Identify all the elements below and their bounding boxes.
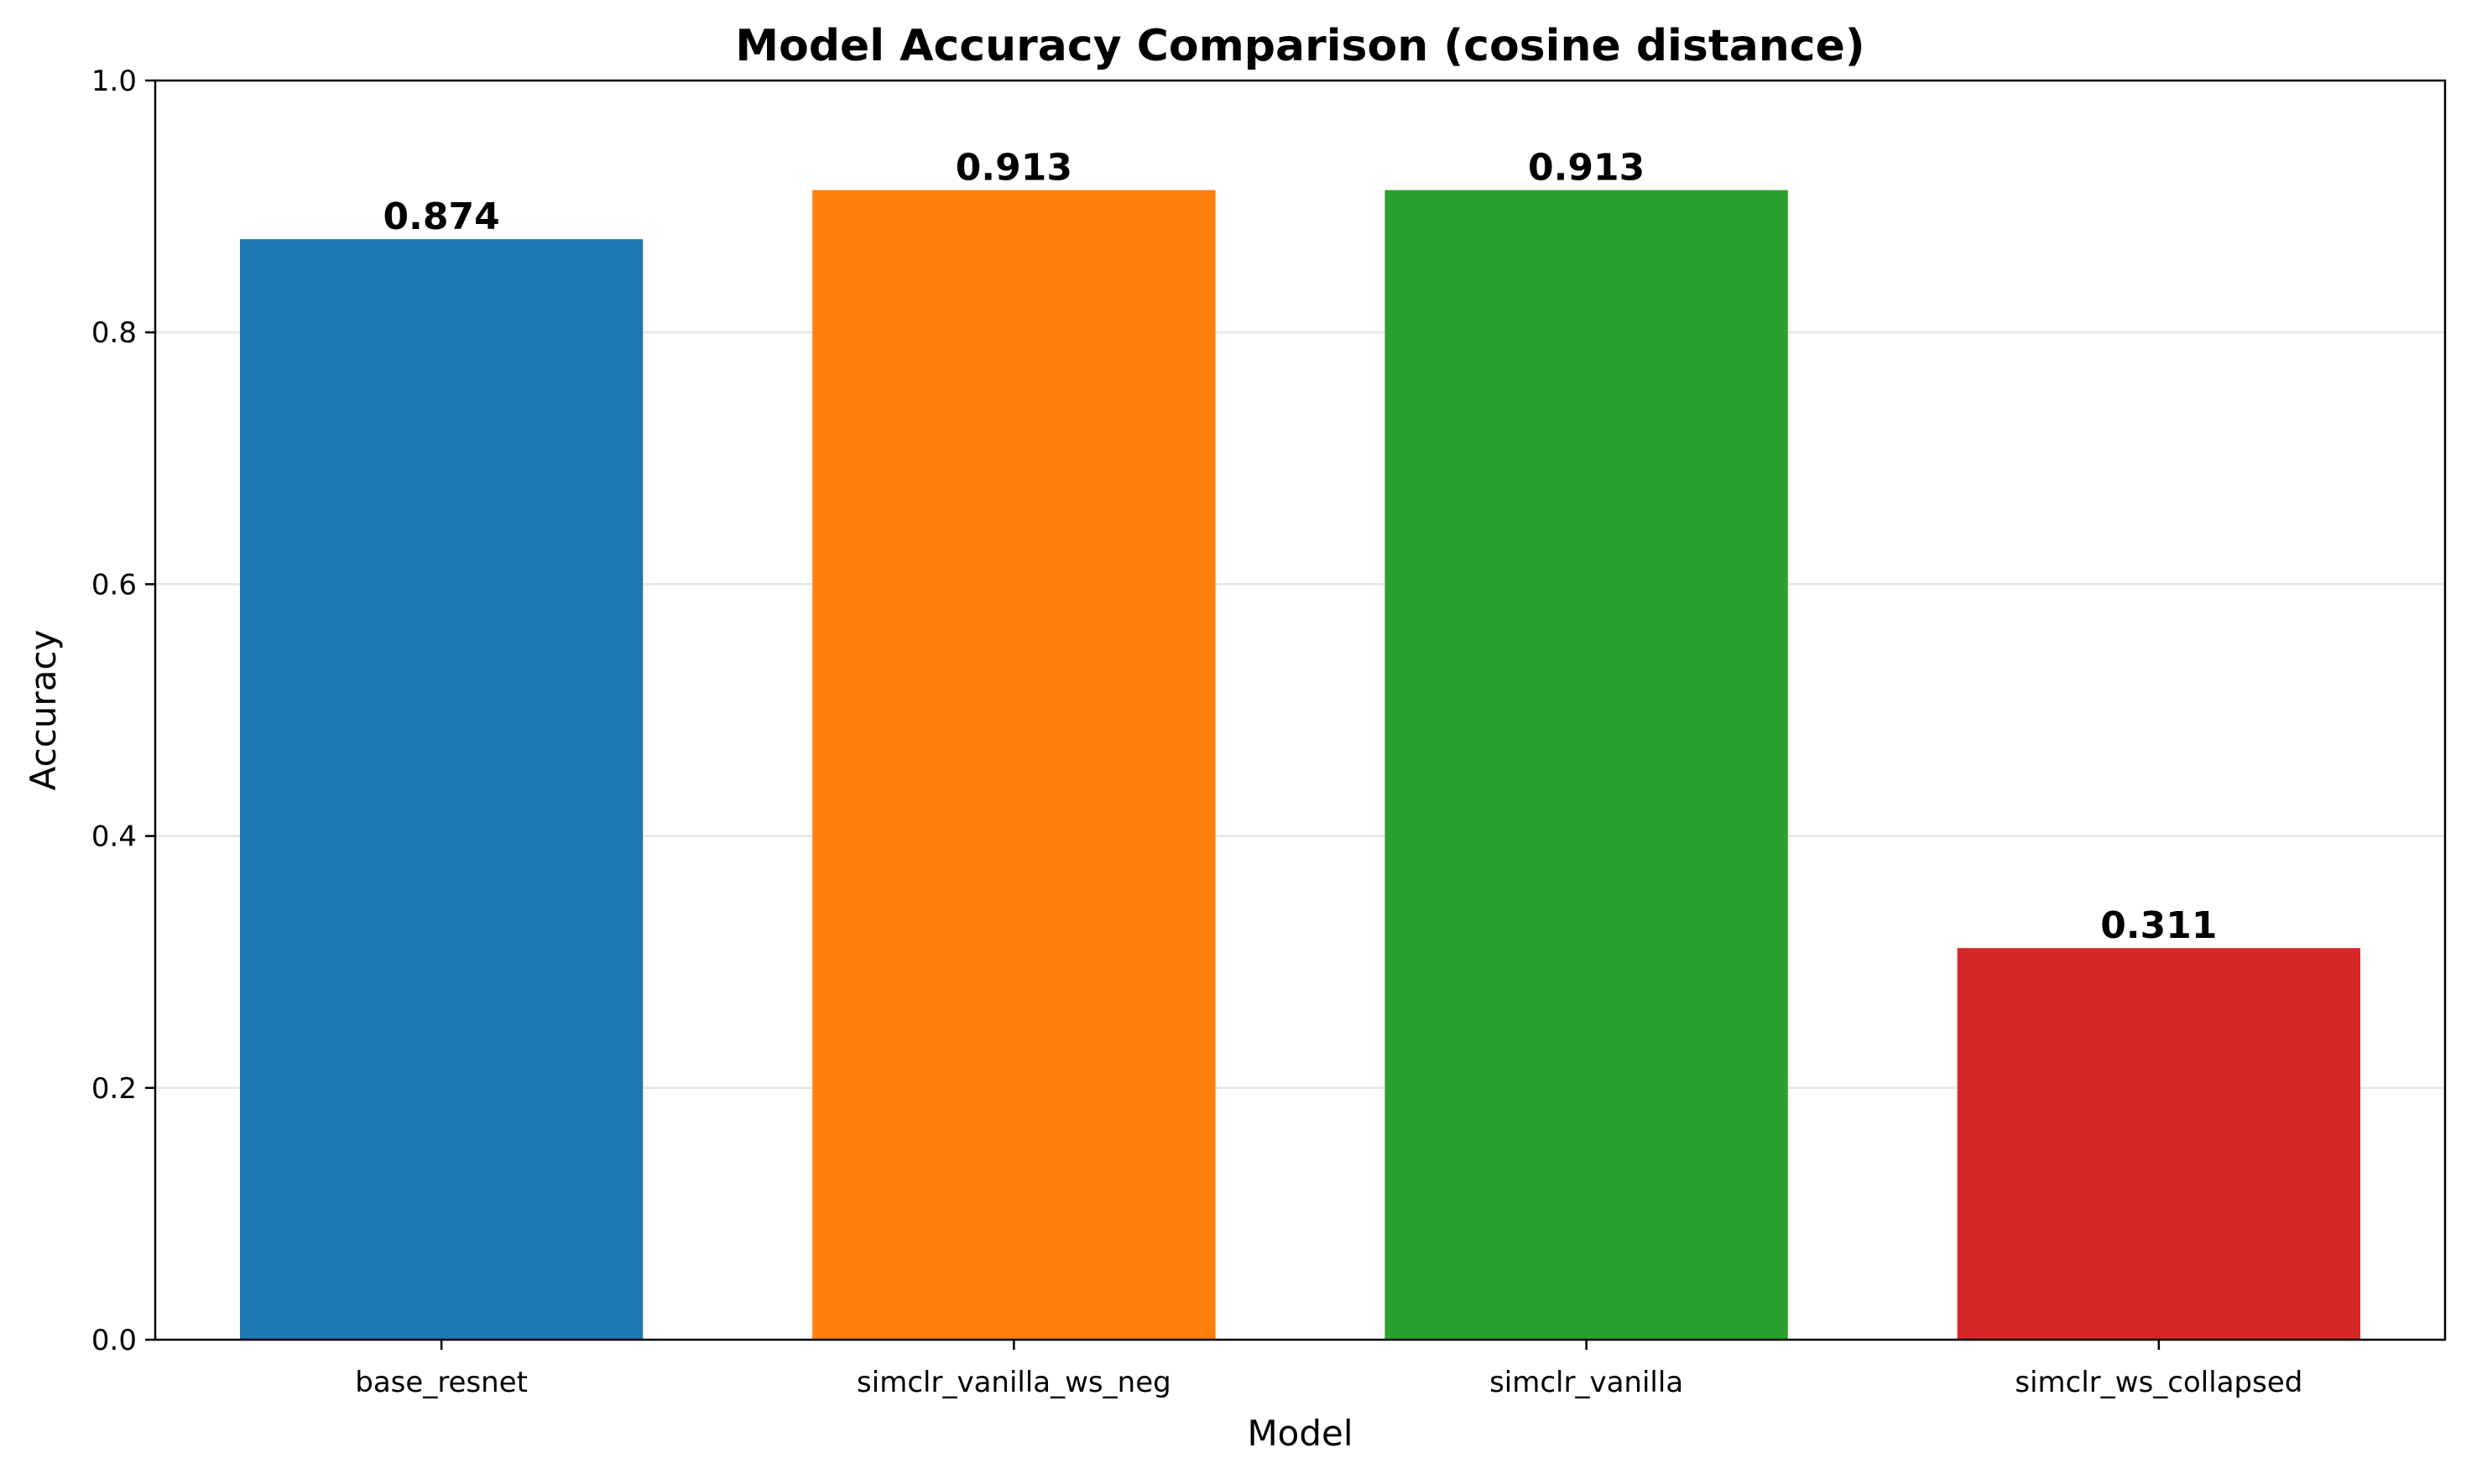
- bar-value-label: 0.874: [383, 195, 500, 238]
- bar-value-labels: 0.874 0.913 0.913 0.311: [383, 147, 2218, 948]
- y-tick-label: 1.0: [91, 65, 137, 98]
- bar-value-label: 0.913: [1528, 147, 1645, 190]
- bar-value-label: 0.913: [956, 147, 1072, 190]
- x-tick-label: simclr_vanilla_ws_neg: [857, 1366, 1171, 1399]
- chart-title: Model Accuracy Comparison (cosine distan…: [735, 21, 1864, 71]
- y-tick-label: 0.0: [91, 1324, 137, 1357]
- y-tick-label: 0.4: [91, 820, 137, 854]
- plot-area-frame: [154, 79, 2447, 1341]
- y-axis-ticks: 0.0 0.2 0.4 0.6 0.8 1.0: [91, 65, 155, 1357]
- x-tick-label: simclr_ws_collapsed: [2015, 1366, 2302, 1399]
- y-tick-label: 0.8: [91, 316, 137, 350]
- bars: [239, 190, 2361, 1341]
- bar-simclr-ws-collapsed: [1957, 948, 2361, 1340]
- y-axis-label: Accuracy: [23, 630, 64, 791]
- x-axis-label: Model: [1247, 1413, 1353, 1454]
- bar-simclr-vanilla: [1384, 190, 1788, 1340]
- x-tick-label: simclr_vanilla: [1489, 1366, 1683, 1399]
- x-axis-ticks: base_resnet simclr_vanilla_ws_neg simclr_v…: [355, 1340, 2302, 1399]
- bar-value-label: 0.311: [2100, 904, 2217, 947]
- y-tick-label: 0.6: [91, 568, 137, 601]
- y-tick-label: 0.2: [91, 1072, 137, 1106]
- x-tick-label: base_resnet: [355, 1366, 528, 1399]
- bar-simclr-vanilla-ws-neg: [812, 190, 1216, 1340]
- bar-base-resnet: [239, 239, 644, 1341]
